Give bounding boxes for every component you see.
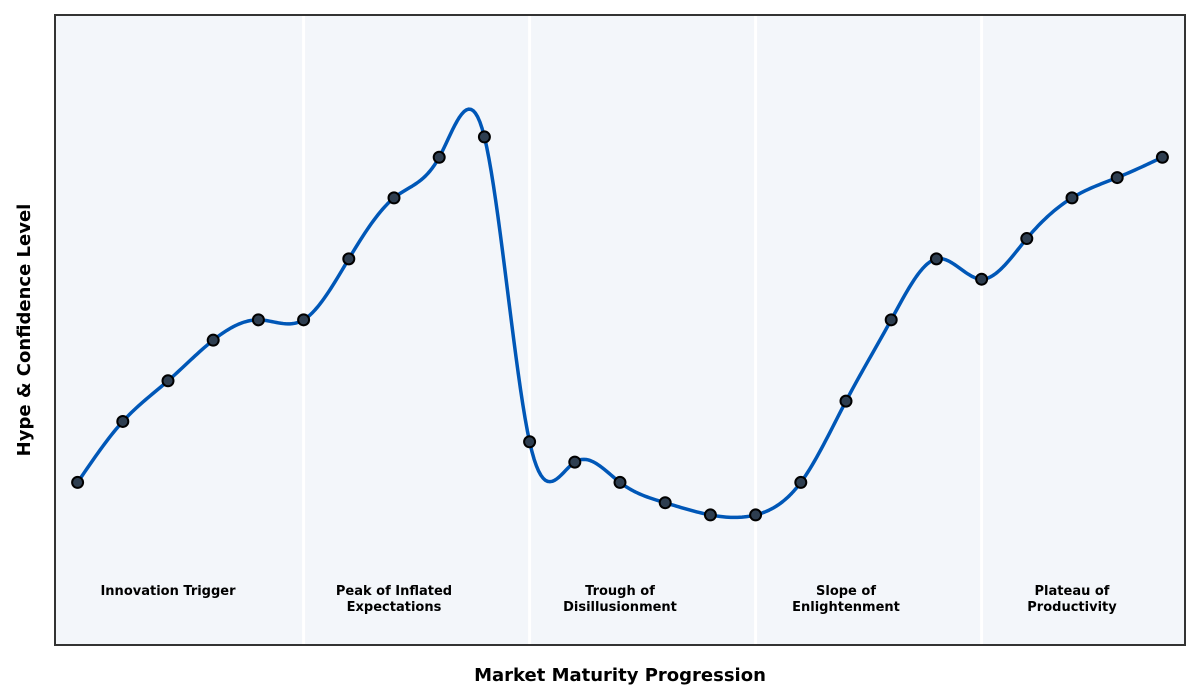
data-point — [1155, 150, 1169, 164]
data-point — [975, 272, 989, 286]
data-point — [206, 333, 220, 347]
phase-label: Enlightenment — [792, 600, 900, 615]
data-point — [613, 475, 627, 489]
phase-label: Disillusionment — [563, 600, 677, 615]
phase-label: Plateau of — [1035, 584, 1110, 599]
phase-label: Slope of — [816, 584, 876, 599]
phase-label: Innovation Trigger — [100, 584, 236, 599]
data-point — [1110, 171, 1124, 185]
data-point — [658, 496, 672, 510]
x-axis-label: Market Maturity Progression — [474, 665, 766, 686]
data-point — [703, 508, 717, 522]
data-point — [387, 191, 401, 205]
plot-area — [55, 15, 1185, 645]
plot-frame — [54, 14, 1186, 646]
phase-label: Peak of Inflated — [336, 584, 452, 599]
data-point — [1065, 191, 1079, 205]
data-point — [1020, 232, 1034, 246]
data-point — [297, 313, 311, 327]
data-point — [794, 475, 808, 489]
data-point — [432, 150, 446, 164]
data-point — [929, 252, 943, 266]
data-point — [839, 394, 853, 408]
data-point — [477, 130, 491, 144]
data-point — [71, 475, 85, 489]
data-point — [251, 313, 265, 327]
data-point — [161, 374, 175, 388]
data-point — [116, 414, 130, 428]
data-point — [884, 313, 898, 327]
phase-label: Trough of — [585, 584, 655, 599]
data-point — [568, 455, 582, 469]
data-point — [749, 508, 763, 522]
data-point — [523, 435, 537, 449]
phase-label: Expectations — [347, 600, 442, 615]
y-axis-label: Hype & Confidence Level — [14, 204, 35, 457]
phase-label: Productivity — [1027, 600, 1117, 615]
data-point — [342, 252, 356, 266]
